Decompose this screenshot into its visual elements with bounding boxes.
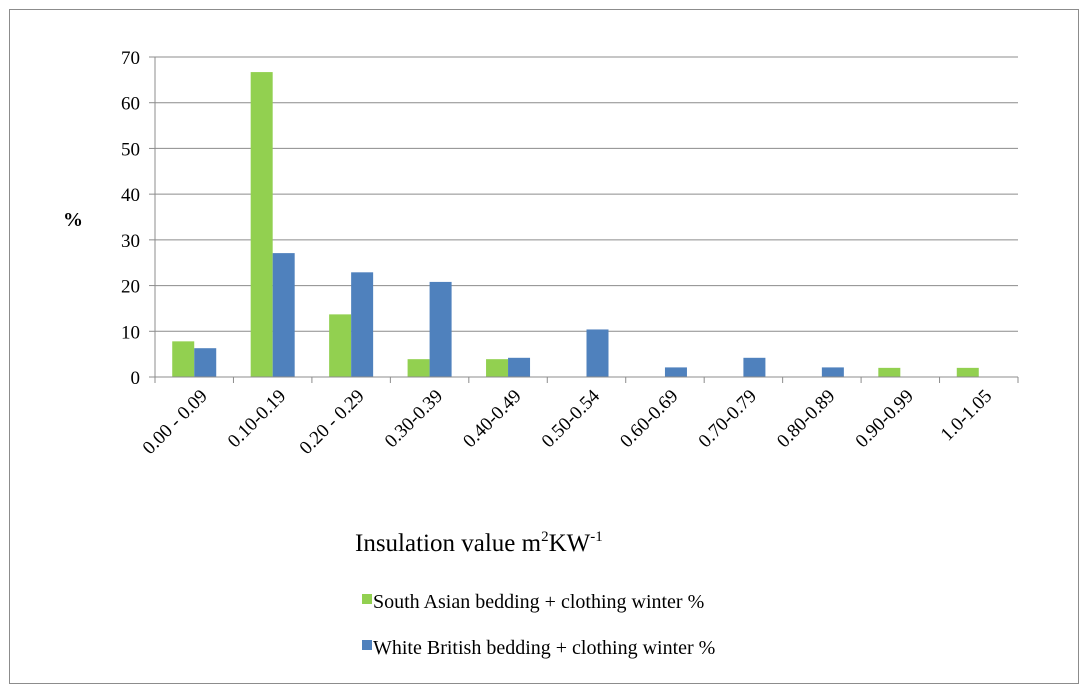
x-axis-label-sup2: -1 xyxy=(590,529,603,545)
bar-series-2-6 xyxy=(664,367,687,377)
bar-series-1-3 xyxy=(407,359,430,377)
x-tick-label: 0.00 - 0.09 xyxy=(139,386,212,459)
legend-swatch-series-1 xyxy=(362,594,372,604)
x-tick-label: 0.80-0.89 xyxy=(773,386,839,452)
gridlines xyxy=(149,56,1018,378)
y-tick-label: 20 xyxy=(121,277,140,298)
bar-series-1-9 xyxy=(878,367,901,377)
bar-series-2-2 xyxy=(351,272,374,377)
legend-swatch-series-2 xyxy=(362,640,372,650)
legend-label-series-2: White British bedding + clothing winter … xyxy=(373,637,715,659)
x-tick-label: 0.40-0.49 xyxy=(459,386,525,452)
y-axis-label: % xyxy=(63,209,83,231)
x-axis-label-mid: KW xyxy=(549,530,591,557)
bar-series-2-7 xyxy=(743,357,766,377)
x-axis-label-sup1: 2 xyxy=(541,529,549,545)
y-tick-label: 30 xyxy=(121,231,140,252)
x-tick-labels: 0.00 - 0.09 0.10-0.19 0.20 - 0.29 0.30-0.39… xyxy=(139,385,997,458)
bar-series-1-2 xyxy=(329,314,352,377)
x-tick-label: 0.60-0.69 xyxy=(616,386,682,452)
y-tick-label: 0 xyxy=(131,368,141,389)
bars xyxy=(172,72,979,377)
y-tick-labels: 0 10 20 30 40 50 60 70 xyxy=(121,48,140,389)
y-tick-label: 10 xyxy=(121,322,140,343)
x-tick-label: 0.20 - 0.29 xyxy=(296,386,369,459)
bar-series-2-4 xyxy=(508,357,531,377)
bar-series-2-8 xyxy=(821,367,844,377)
x-axis-label: Insulation value m2KW-1 xyxy=(355,529,603,557)
bar-series-2-0 xyxy=(194,348,217,377)
x-tick-label: 0.10-0.19 xyxy=(224,386,290,452)
y-tick-label: 40 xyxy=(121,185,140,206)
legend-label-series-1: South Asian bedding + clothing winter % xyxy=(373,591,704,613)
x-tick-label: 0.90-0.99 xyxy=(852,386,918,452)
x-tick-label: 0.30-0.39 xyxy=(381,386,447,452)
bar-series-1-0 xyxy=(172,341,195,377)
y-tick-label: 70 xyxy=(121,48,140,69)
bar-series-2-5 xyxy=(586,329,609,377)
x-tick-label: 0.50-0.54 xyxy=(538,385,605,452)
bar-series-1-1 xyxy=(250,72,273,377)
bar-series-2-1 xyxy=(272,253,295,377)
x-tick-label: 0.70-0.79 xyxy=(695,386,761,452)
x-tick-label: 1.0-1.05 xyxy=(937,386,997,446)
x-axis-label-main: Insulation value m xyxy=(355,530,542,557)
bar-series-1-10 xyxy=(956,367,979,377)
axes xyxy=(154,57,1019,383)
legend: South Asian bedding + clothing winter % W… xyxy=(362,591,715,659)
bar-series-2-3 xyxy=(429,281,452,377)
y-tick-label: 60 xyxy=(121,94,140,115)
y-tick-label: 50 xyxy=(121,139,140,160)
bar-series-1-4 xyxy=(486,359,509,377)
